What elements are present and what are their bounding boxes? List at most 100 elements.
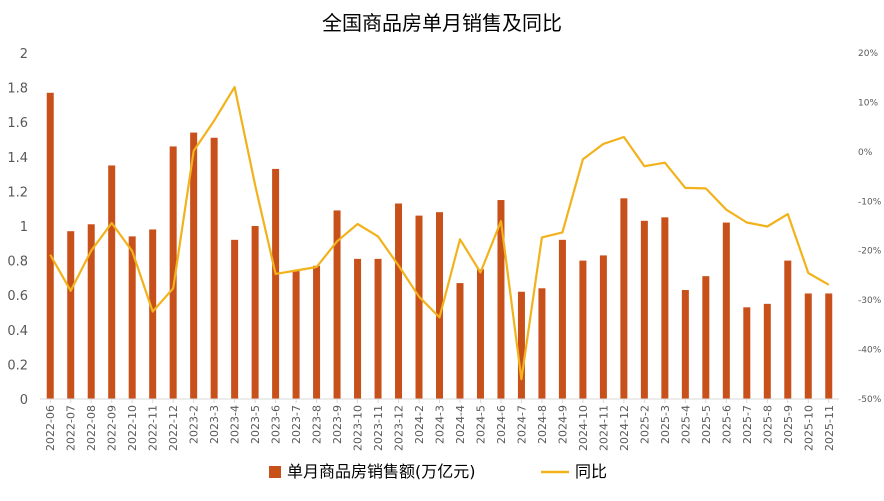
- right-tick-label: -50%: [858, 395, 882, 405]
- bar: [661, 217, 669, 399]
- bar: [722, 222, 730, 399]
- left-tick-label: 0.2: [7, 358, 28, 373]
- right-tick-label: -10%: [858, 197, 882, 207]
- bar: [517, 291, 525, 399]
- x-tick-label: 2022-06: [44, 405, 57, 451]
- bar: [804, 293, 812, 399]
- x-tick-label: 2023-7: [290, 405, 303, 444]
- right-tick-label: -20%: [858, 247, 882, 257]
- bar: [46, 92, 54, 399]
- x-tick-label: 2022-08: [85, 405, 98, 451]
- bar: [640, 220, 648, 399]
- left-tick-label: 1.8: [7, 82, 28, 97]
- x-tick-label: 2024-4: [454, 405, 467, 444]
- right-y-axis: -50% -40% -30% -20% -10% 0% 10% 20%: [858, 49, 882, 405]
- x-tick-label: 2025-2: [638, 405, 651, 444]
- right-tick-label: -40%: [858, 346, 882, 356]
- bar: [128, 236, 136, 399]
- x-tick-label: 2024-3: [434, 405, 447, 444]
- left-tick-label: 1.2: [7, 185, 28, 200]
- x-tick-label: 2023-2: [188, 405, 201, 444]
- x-tick-label: 2022-12: [167, 405, 180, 451]
- x-tick-label: 2024-6: [495, 405, 508, 444]
- left-tick-label: 0: [20, 393, 28, 408]
- left-y-axis: 0 0.2 0.4 0.6 0.8 1 1.2 1.4 1.6 1.8 2: [7, 47, 28, 408]
- legend-bar-swatch: [269, 466, 281, 478]
- left-tick-label: 1: [20, 220, 28, 235]
- x-tick-label: 2022-11: [147, 405, 160, 451]
- x-tick-label: 2025-6: [720, 405, 733, 444]
- x-tick-label: 2023-3: [208, 405, 221, 444]
- bar: [67, 231, 75, 399]
- yoy-line: [49, 85, 830, 381]
- legend: 单月商品房销售额(万亿元) 同比: [269, 462, 607, 481]
- bar: [825, 293, 833, 399]
- left-tick-label: 1.4: [7, 151, 28, 166]
- bar: [415, 215, 423, 399]
- x-tick-label: 2023-11: [372, 405, 385, 451]
- x-tick-label: 2024-9: [556, 405, 569, 444]
- x-tick-label: 2024-10: [577, 405, 590, 451]
- x-tick-label: 2023-12: [393, 405, 406, 451]
- x-tick-label: 2023-4: [229, 405, 242, 444]
- bar: [251, 226, 259, 399]
- bar: [374, 258, 382, 399]
- line-series: [49, 85, 830, 381]
- right-tick-label: -30%: [858, 296, 882, 306]
- bar: [292, 270, 300, 399]
- bar: [108, 165, 116, 399]
- x-tick-label: 2024-11: [597, 405, 610, 451]
- x-tick-label: 2023-5: [249, 405, 262, 444]
- bar: [87, 224, 95, 399]
- x-tick-label: 2025-8: [761, 405, 774, 444]
- x-tick-label: 2025-3: [659, 405, 672, 444]
- x-tick-label: 2023-9: [331, 405, 344, 444]
- left-tick-label: 0.4: [7, 324, 28, 339]
- x-tick-label: 2025-9: [782, 405, 795, 444]
- x-axis: 2022-06 2022-07 2022-08 2022-09 2022-10 2022-…: [40, 398, 839, 451]
- bar: [702, 276, 710, 399]
- bar: [354, 258, 362, 399]
- right-tick-label: 20%: [858, 49, 878, 59]
- bar: [497, 200, 505, 399]
- bar: [538, 288, 546, 399]
- x-tick-label: 2024-5: [474, 405, 487, 444]
- bar: [579, 260, 587, 399]
- x-tick-label: 2024-7: [515, 405, 528, 444]
- bar: [763, 303, 771, 399]
- x-tick-label: 2022-07: [65, 405, 78, 451]
- x-tick-label: 2024-12: [618, 405, 631, 451]
- bar: [436, 212, 443, 399]
- bar: [558, 239, 566, 399]
- x-tick-label: 2025-10: [802, 405, 815, 451]
- left-tick-label: 2: [20, 47, 28, 62]
- bar: [190, 132, 198, 399]
- x-tick-label: 2025-4: [679, 405, 692, 444]
- x-tick-label: 2023-6: [270, 405, 283, 444]
- x-tick-label: 2025-7: [741, 405, 754, 444]
- chart-title: 全国商品房单月销售及同比: [322, 11, 562, 35]
- bar: [784, 260, 792, 399]
- bar: [272, 168, 280, 399]
- right-tick-label: 10%: [858, 98, 878, 108]
- x-tick-label: 2023-8: [311, 405, 324, 444]
- left-tick-label: 0.6: [7, 289, 28, 304]
- left-tick-label: 0.8: [7, 255, 28, 270]
- bar: [620, 198, 628, 399]
- bar: [149, 229, 157, 399]
- bar: [333, 210, 341, 399]
- bar-series: [46, 92, 833, 399]
- x-tick-label: 2023-10: [352, 405, 365, 451]
- legend-bar-label: 单月商品房销售额(万亿元): [287, 462, 476, 481]
- x-tick-label: 2024-8: [536, 405, 549, 444]
- bar: [169, 146, 177, 399]
- bar: [456, 283, 464, 399]
- x-tick-label: 2024-2: [413, 405, 426, 444]
- bar: [599, 255, 607, 399]
- right-tick-label: 0%: [858, 148, 873, 158]
- bar: [210, 137, 218, 399]
- bar: [313, 265, 321, 399]
- bar: [395, 203, 403, 399]
- x-tick-label: 2022-10: [126, 405, 139, 451]
